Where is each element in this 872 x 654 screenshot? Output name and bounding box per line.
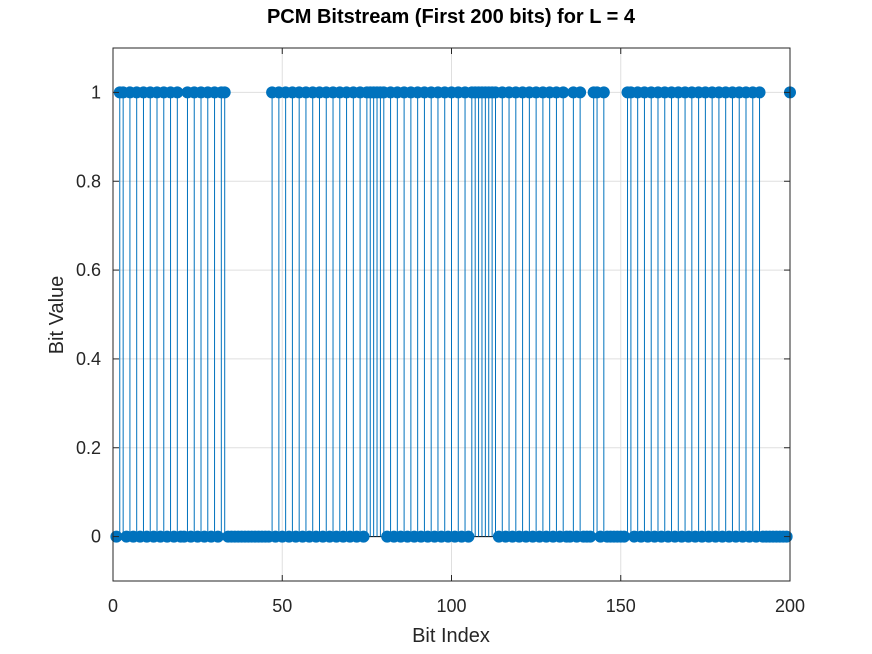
stem-marker — [753, 86, 766, 99]
stem-series — [110, 86, 796, 543]
y-tick-label: 0.6 — [76, 260, 101, 280]
x-tick-labels: 0 50 100 150 200 — [108, 596, 805, 616]
stem-marker — [218, 86, 231, 99]
stem-marker — [211, 530, 224, 543]
y-tick-label: 0 — [91, 527, 101, 547]
chart-title: PCM Bitstream (First 200 bits) for L = 4 — [267, 6, 636, 28]
stem-marker — [584, 530, 597, 543]
x-axis-label: Bit Index — [412, 625, 490, 647]
x-tick-label: 0 — [108, 596, 118, 616]
y-tick-label: 1 — [91, 82, 101, 102]
y-tick-labels: 0 0.2 0.4 0.6 0.8 1 — [76, 82, 101, 546]
x-tick-label: 200 — [775, 596, 805, 616]
x-tick-label: 50 — [272, 596, 292, 616]
stem-marker — [618, 530, 631, 543]
x-tick-label: 100 — [436, 596, 466, 616]
y-tick-label: 0.4 — [76, 349, 101, 369]
stem-marker — [171, 86, 184, 99]
tick-marks — [112, 48, 791, 581]
stem-marker — [597, 86, 610, 99]
y-tick-label: 0.2 — [76, 438, 101, 458]
y-tick-label: 0.8 — [76, 171, 101, 191]
x-tick-label: 150 — [606, 596, 636, 616]
stem-marker — [357, 530, 370, 543]
y-axis-label: Bit Value — [46, 276, 68, 355]
stem-marker — [557, 86, 570, 99]
stem-marker — [462, 530, 475, 543]
stem-marker — [574, 86, 587, 99]
